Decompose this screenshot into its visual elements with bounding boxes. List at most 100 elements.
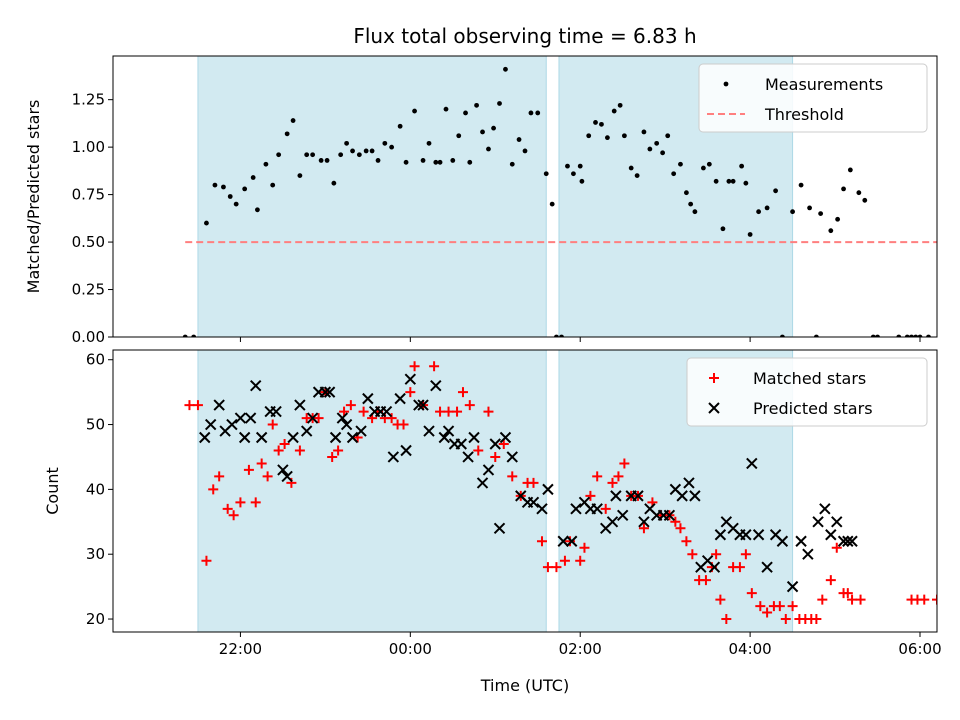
data-point [909, 334, 914, 337]
data-point [226, 418, 238, 431]
data-point [746, 588, 757, 599]
data-point [412, 108, 417, 114]
bottom-panel: 22:00 00:00 02:00 04:00 06:00 20 30 40 50 60 Count… [43, 349, 942, 658]
data-point [605, 135, 610, 141]
data-point [842, 535, 854, 547]
data-point [787, 601, 798, 612]
data-point [904, 334, 910, 337]
data-point [807, 205, 812, 211]
data-point [250, 379, 262, 392]
data-point [837, 535, 850, 547]
data-point [340, 418, 353, 431]
data-point [462, 451, 474, 463]
data-point [917, 334, 923, 337]
data-point [327, 451, 338, 462]
data-point [339, 406, 350, 417]
data-point [270, 405, 282, 418]
data-point [542, 562, 553, 573]
data-point [233, 201, 239, 207]
data-point [234, 412, 247, 424]
data-point [403, 159, 409, 165]
data-point [212, 182, 218, 188]
data-point [306, 412, 319, 424]
data-point [363, 148, 369, 154]
data-point [443, 106, 449, 112]
data-point [549, 201, 555, 207]
y-tick-label: 50 [86, 416, 105, 434]
data-point [708, 561, 721, 573]
data-point [450, 158, 456, 163]
data-point [947, 335, 952, 340]
data-point [554, 334, 559, 337]
data-point [926, 334, 931, 337]
data-point [294, 445, 305, 456]
plot-area [184, 361, 937, 625]
data-point [405, 387, 416, 398]
data-point [542, 483, 554, 496]
data-point [294, 399, 306, 411]
data-point [536, 503, 548, 515]
data-point [277, 464, 289, 476]
legend-label: Measurements [765, 75, 883, 94]
y-tick-label: 0.00 [72, 328, 105, 346]
data-point [452, 406, 463, 417]
data-point [713, 178, 719, 184]
data-point [430, 379, 442, 392]
data-point [700, 575, 711, 586]
y-tick-label: 40 [86, 480, 105, 498]
data-point [457, 387, 468, 398]
data-point [611, 108, 617, 114]
data-point [480, 129, 485, 135]
data-point [221, 184, 226, 190]
data-point [828, 228, 834, 234]
data-point [591, 503, 603, 515]
data-point [490, 451, 501, 462]
data-point [262, 471, 273, 482]
data-point [634, 173, 640, 179]
data-point [575, 555, 586, 566]
data-point [324, 158, 330, 163]
data-point [250, 175, 256, 180]
data-point [499, 431, 512, 444]
data-point [429, 361, 440, 372]
data-point [346, 431, 359, 444]
data-point [310, 152, 316, 158]
data-point [817, 594, 828, 605]
data-point [919, 594, 930, 605]
data-point [619, 458, 630, 469]
data-point [621, 133, 627, 139]
data-point [214, 471, 225, 482]
data-point [443, 406, 454, 417]
y-tick-label: 0.25 [72, 281, 105, 299]
data-point [812, 516, 824, 528]
data-point [238, 431, 251, 444]
data-point [689, 490, 701, 502]
data-point [665, 133, 671, 139]
data-point [711, 549, 722, 560]
x-tick-label: 06:00 [898, 640, 941, 658]
data-point [290, 118, 296, 123]
data-point [208, 484, 219, 495]
data-point [566, 535, 578, 547]
y-tick-label: 20 [86, 610, 105, 628]
legend-box [686, 357, 928, 427]
data-point [358, 406, 369, 417]
data-point [433, 159, 439, 165]
data-point [506, 451, 518, 463]
data-point [420, 158, 426, 163]
data-point [600, 503, 611, 514]
data-point [242, 186, 248, 192]
data-point [404, 373, 417, 385]
data-point [842, 588, 853, 599]
top-panel: 0.00 0.25 0.50 0.75 1.00 1.25 Matched/Predicte… [24, 55, 952, 346]
series-predicted-stars [199, 373, 858, 593]
data-point [551, 562, 562, 573]
data-point [647, 146, 653, 152]
data-point [482, 464, 495, 476]
data-point [244, 412, 257, 424]
data-point [678, 161, 683, 167]
data-point [559, 334, 564, 337]
data-point [199, 431, 211, 444]
data-point [663, 509, 676, 522]
data-point [586, 133, 592, 139]
